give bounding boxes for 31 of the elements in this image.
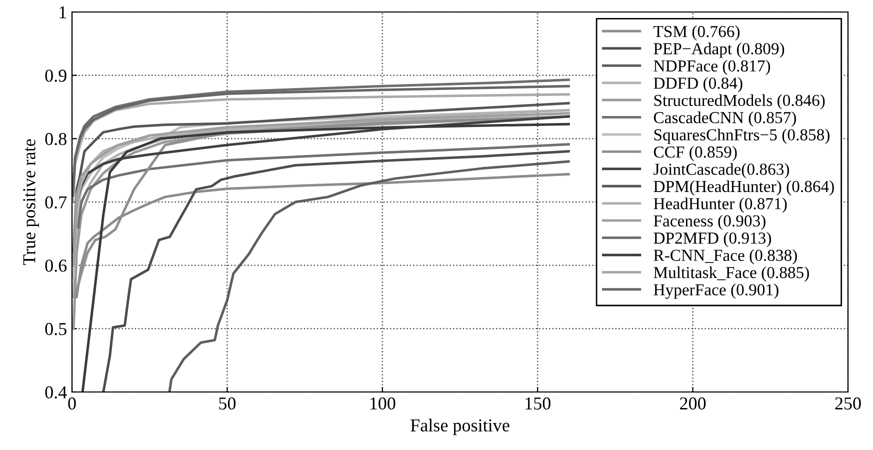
legend-label: CCF (0.859) bbox=[654, 146, 737, 162]
legend-label: PEP−Adapt (0.809) bbox=[654, 42, 784, 58]
y-tick-label: 0.9 bbox=[45, 70, 66, 82]
legend-label: DPM(HeadHunter) (0.864) bbox=[654, 180, 834, 196]
legend-label: HeadHunter (0.871) bbox=[654, 198, 787, 213]
legend-label: SquaresChnFtrs−5 (0.858) bbox=[654, 128, 830, 144]
legend-label: R-CNN_Face (0.838) bbox=[654, 249, 797, 264]
y-tick-label: 0.7 bbox=[45, 196, 67, 209]
legend-label: StructuredModels (0.846) bbox=[654, 94, 825, 110]
y-tick-label: 0.8 bbox=[45, 132, 66, 146]
y-tick-label: 0.4 bbox=[45, 386, 67, 399]
y-tick-label: 0.6 bbox=[45, 260, 67, 272]
legend-label: DDFD (0.84) bbox=[654, 77, 742, 92]
x-tick-label: 50 bbox=[219, 397, 236, 410]
legend-label: NDPFace (0.817) bbox=[654, 60, 770, 75]
legend-label: HyperFace (0.901) bbox=[654, 284, 778, 299]
x-tick-label: 250 bbox=[835, 397, 861, 410]
x-axis-title: False positive bbox=[410, 418, 510, 436]
x-tick-label: 150 bbox=[526, 397, 550, 410]
legend-label: JointCascade(0.863) bbox=[654, 163, 790, 178]
x-tick-label: 0 bbox=[68, 397, 76, 410]
legend-label: DP2MFD (0.913) bbox=[654, 232, 772, 248]
legend-label: TSM (0.766) bbox=[654, 25, 740, 41]
legend-label: Multitask_Face (0.885) bbox=[654, 266, 809, 282]
legend-label: CascadeCNN (0.857) bbox=[654, 112, 796, 127]
y-axis-title: True positive rate bbox=[23, 139, 40, 266]
y-tick-label: 1 bbox=[60, 6, 66, 18]
x-tick-label: 100 bbox=[370, 397, 396, 410]
y-tick-label: 0.5 bbox=[45, 322, 66, 336]
x-tick-label: 200 bbox=[680, 397, 706, 410]
legend-label: Faceness (0.903) bbox=[654, 214, 766, 230]
